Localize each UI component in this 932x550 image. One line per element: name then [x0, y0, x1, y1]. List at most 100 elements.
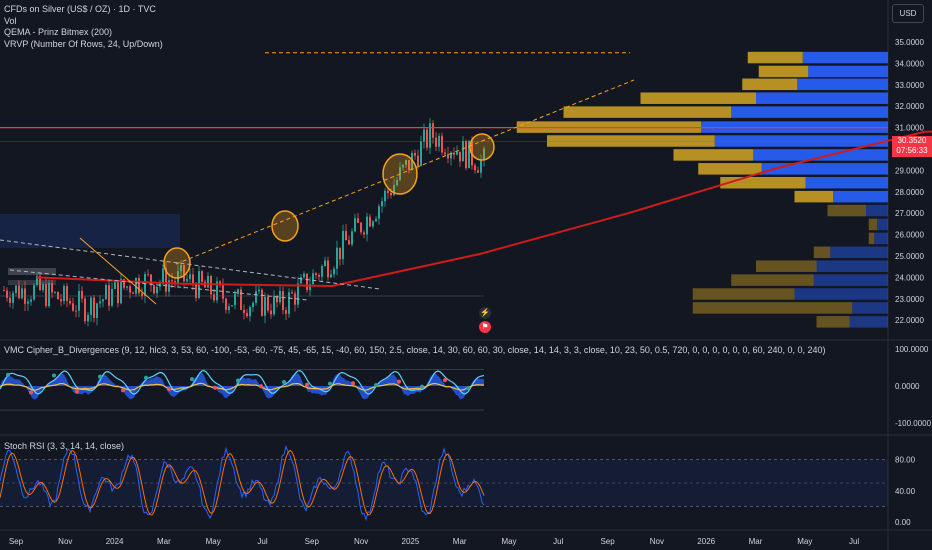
stoch-d-line [0, 449, 485, 516]
vp-row-down [868, 232, 875, 245]
vp-row-up [849, 316, 888, 328]
vp-row-up [731, 106, 888, 118]
price-axis-label: 27.0000 [895, 209, 924, 218]
time-axis-label: Sep [305, 537, 320, 546]
candle-body [369, 216, 371, 227]
candle-body [414, 152, 416, 156]
symbol-title[interactable]: CFDs on Silver (US$ / OZ) · 1D · TVC [4, 4, 156, 14]
candle-body [228, 306, 230, 310]
candle-body [117, 282, 119, 304]
vp-row-down [756, 260, 817, 272]
price-axis-label: 24.0000 [895, 273, 924, 282]
candle-body [159, 282, 161, 287]
candle-body [18, 285, 20, 299]
cipher-dot [328, 381, 332, 386]
price-axis-label: 32.0000 [895, 102, 924, 111]
candle-body [339, 247, 341, 260]
cipher-dot [98, 374, 102, 379]
indicator-vol[interactable]: Vol [4, 15, 17, 26]
candle-body [132, 292, 134, 294]
stoch-pane-title[interactable]: Stoch RSI (3, 3, 14, 14, close) [4, 441, 125, 451]
candle-body [336, 247, 338, 269]
candle-body [60, 299, 62, 302]
candle-body [483, 148, 485, 160]
price-axis-label: 23.0000 [895, 295, 924, 304]
candle-body [444, 152, 446, 155]
candle-body [66, 286, 68, 301]
candle-body [129, 286, 131, 293]
lightning-icon[interactable]: ⚡ [479, 307, 491, 319]
candle-body [33, 285, 35, 300]
time-axis-label: Mar [157, 537, 171, 546]
candle-body [417, 155, 419, 167]
cipher-dot [167, 387, 171, 392]
cipher-pane-title[interactable]: VMC Cipher_B_Divergences (9, 12, hlc3, 3… [4, 345, 826, 355]
candle-body [174, 281, 176, 283]
indicator-qema[interactable]: QEMA - Prinz Bitmex (200) [4, 27, 113, 37]
candle-body [405, 160, 407, 165]
time-axis-label: Jul [257, 537, 267, 546]
candle-body [381, 201, 383, 207]
candle-body [282, 291, 284, 311]
candle-body [45, 284, 47, 307]
cipher-dot [466, 386, 470, 391]
candle-body [162, 268, 164, 283]
candle-body [390, 193, 392, 196]
candle-body [387, 190, 389, 194]
candle-body [153, 285, 155, 294]
candle-body [294, 293, 296, 305]
candle-body [402, 164, 404, 168]
candle-body [450, 152, 452, 159]
currency-button[interactable]: USD [892, 4, 924, 23]
candle-body [408, 160, 410, 171]
candle-body [318, 274, 320, 277]
candle-body [288, 292, 290, 314]
cipher-dot [6, 372, 10, 377]
candle-body [186, 278, 188, 282]
candle-body [30, 299, 32, 302]
vp-row-down [731, 274, 814, 286]
price-axis-label: 35.0000 [895, 38, 924, 47]
time-axis-label: May [501, 537, 516, 546]
time-axis-label: May [797, 537, 812, 546]
candle-body [474, 165, 476, 171]
candle-body [255, 291, 257, 303]
candle-body [3, 290, 5, 292]
candle-body [276, 295, 278, 303]
last-price: 30.3520 [897, 136, 927, 145]
candle-body [75, 310, 77, 312]
candle-body [459, 151, 461, 162]
candle-body [312, 273, 314, 285]
candle-body [411, 152, 413, 171]
time-axis-label: Mar [453, 537, 467, 546]
chart-legend: CFDs on Silver (US$ / OZ) · 1D · TVC Vol… [4, 4, 163, 50]
vp-row-up [756, 92, 888, 104]
candle-body [87, 314, 89, 322]
candle-body [279, 291, 281, 303]
candle-body [9, 297, 11, 303]
candle-body [264, 296, 266, 316]
candle-body [249, 306, 251, 317]
vp-row-up [866, 204, 888, 217]
candle-body [114, 282, 116, 289]
candle-body [375, 218, 377, 222]
candle-body [165, 268, 167, 292]
cipher-axis-label: 0.0000 [895, 382, 920, 391]
candle-body [144, 274, 146, 297]
vp-row-up [816, 260, 888, 272]
indicator-vrvp[interactable]: VRVP (Number Of Rows, 24, Up/Down) [4, 38, 163, 49]
candle-body [84, 298, 86, 322]
candle-body [354, 218, 356, 232]
candle-body [333, 268, 335, 275]
flag-icon[interactable]: ⚑ [479, 321, 491, 333]
candle-body [21, 288, 23, 299]
candle-body [432, 123, 434, 138]
vp-row-down [827, 204, 866, 217]
cipher-dot [374, 383, 378, 388]
vp-row-down [720, 176, 806, 189]
candle-body [270, 310, 272, 315]
candle-body [360, 222, 362, 233]
candle-body [6, 290, 8, 298]
time-axis-label: Nov [650, 537, 664, 546]
